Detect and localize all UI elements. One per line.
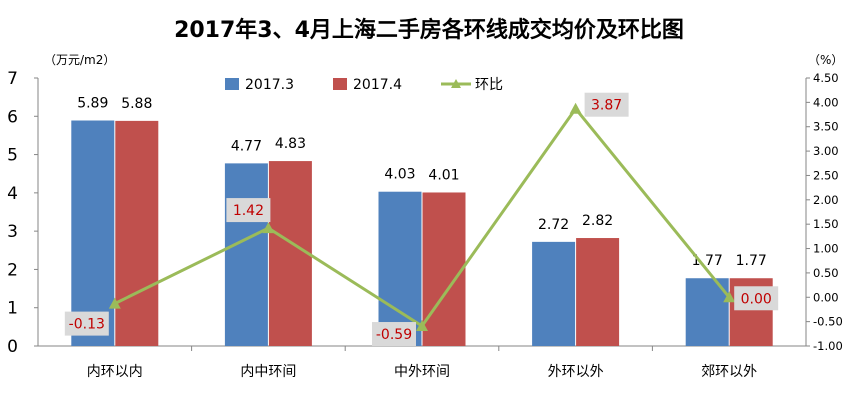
ratio-marker	[108, 297, 121, 309]
category-label: 中外环间	[394, 364, 450, 380]
category-label: 内中环间	[240, 364, 296, 380]
right-tick-label: 3.00	[813, 144, 839, 158]
right-tick-label: 2.50	[813, 168, 839, 182]
legend-label: 环比	[475, 77, 503, 93]
bar-value-label: 1.77	[692, 253, 723, 269]
legend-label: 2017.4	[353, 77, 402, 93]
right-tick-label: -0.50	[813, 315, 843, 329]
bar-value-label: 4.83	[275, 136, 306, 152]
legend-label: 2017.3	[245, 77, 294, 93]
legend-swatch-2017-3	[225, 78, 239, 90]
ratio-value-label: -0.13	[69, 317, 105, 333]
right-tick-label: 0.00	[813, 290, 839, 304]
bar-value-label: 4.77	[231, 138, 262, 154]
ratio-label-box	[64, 311, 109, 336]
bar-2017-4	[268, 161, 312, 346]
ratio-marker	[569, 102, 582, 114]
ratio-value-label: 1.42	[233, 203, 264, 219]
ratio-line	[114, 107, 731, 328]
right-tick-label: 1.00	[813, 242, 839, 256]
ratio-label-box	[372, 322, 416, 347]
right-tick-label: 2.00	[813, 193, 839, 207]
legend-line-marker	[451, 79, 461, 88]
right-tick-label: 4.00	[813, 95, 839, 109]
ratio-marker	[416, 320, 428, 332]
ratio-label-box	[584, 92, 629, 117]
bar-value-label: 4.03	[384, 167, 415, 183]
ratio-marker	[723, 291, 736, 303]
bar-2017-4	[115, 120, 159, 346]
ratio-label-box	[226, 198, 271, 223]
left-axis-unit: （万元/m2）	[44, 53, 116, 67]
right-tick-label: 4.50	[813, 71, 839, 85]
ratio-label-box	[734, 286, 779, 311]
bar-2017-3	[71, 120, 115, 346]
category-label: 外环以外	[548, 364, 604, 380]
bar-value-label: 4.01	[428, 167, 459, 183]
category-label: 内环以内	[87, 364, 143, 380]
ratio-value-label: 3.87	[591, 98, 622, 114]
bar-value-label: 2.82	[582, 213, 613, 229]
bar-2017-3	[224, 163, 268, 346]
left-tick-label: 3	[7, 222, 18, 242]
legend-swatch-2017-4	[333, 78, 347, 90]
left-tick-label: 1	[7, 299, 18, 319]
right-tick-label: 0.50	[813, 266, 839, 280]
left-tick-label: 6	[7, 107, 18, 127]
left-tick-label: 5	[7, 146, 18, 166]
bar-2017-3	[532, 241, 576, 346]
left-tick-label: 0	[7, 337, 18, 357]
category-label: 郊环以外	[701, 363, 757, 380]
bar-value-label: 5.88	[121, 96, 152, 112]
right-tick-label: -1.00	[813, 339, 843, 353]
right-tick-label: 1.50	[813, 217, 839, 231]
chart-title: 2017年3、4月上海二手房各环线成交均价及环比图	[174, 18, 684, 43]
left-tick-label: 4	[7, 184, 18, 204]
bar-value-label: 2.72	[538, 217, 569, 233]
bar-value-label: 1.77	[736, 253, 767, 269]
ratio-value-label: 0.00	[741, 291, 772, 307]
bar-value-label: 5.89	[77, 95, 108, 111]
bar-2017-4	[576, 238, 620, 346]
ratio-marker	[262, 222, 275, 234]
left-tick-label: 7	[7, 69, 18, 89]
right-axis-unit: （%）	[808, 53, 844, 67]
right-tick-label: 3.50	[813, 120, 839, 134]
bar-2017-4	[422, 192, 466, 346]
left-tick-label: 2	[7, 260, 18, 280]
ratio-value-label: -0.59	[376, 327, 412, 343]
